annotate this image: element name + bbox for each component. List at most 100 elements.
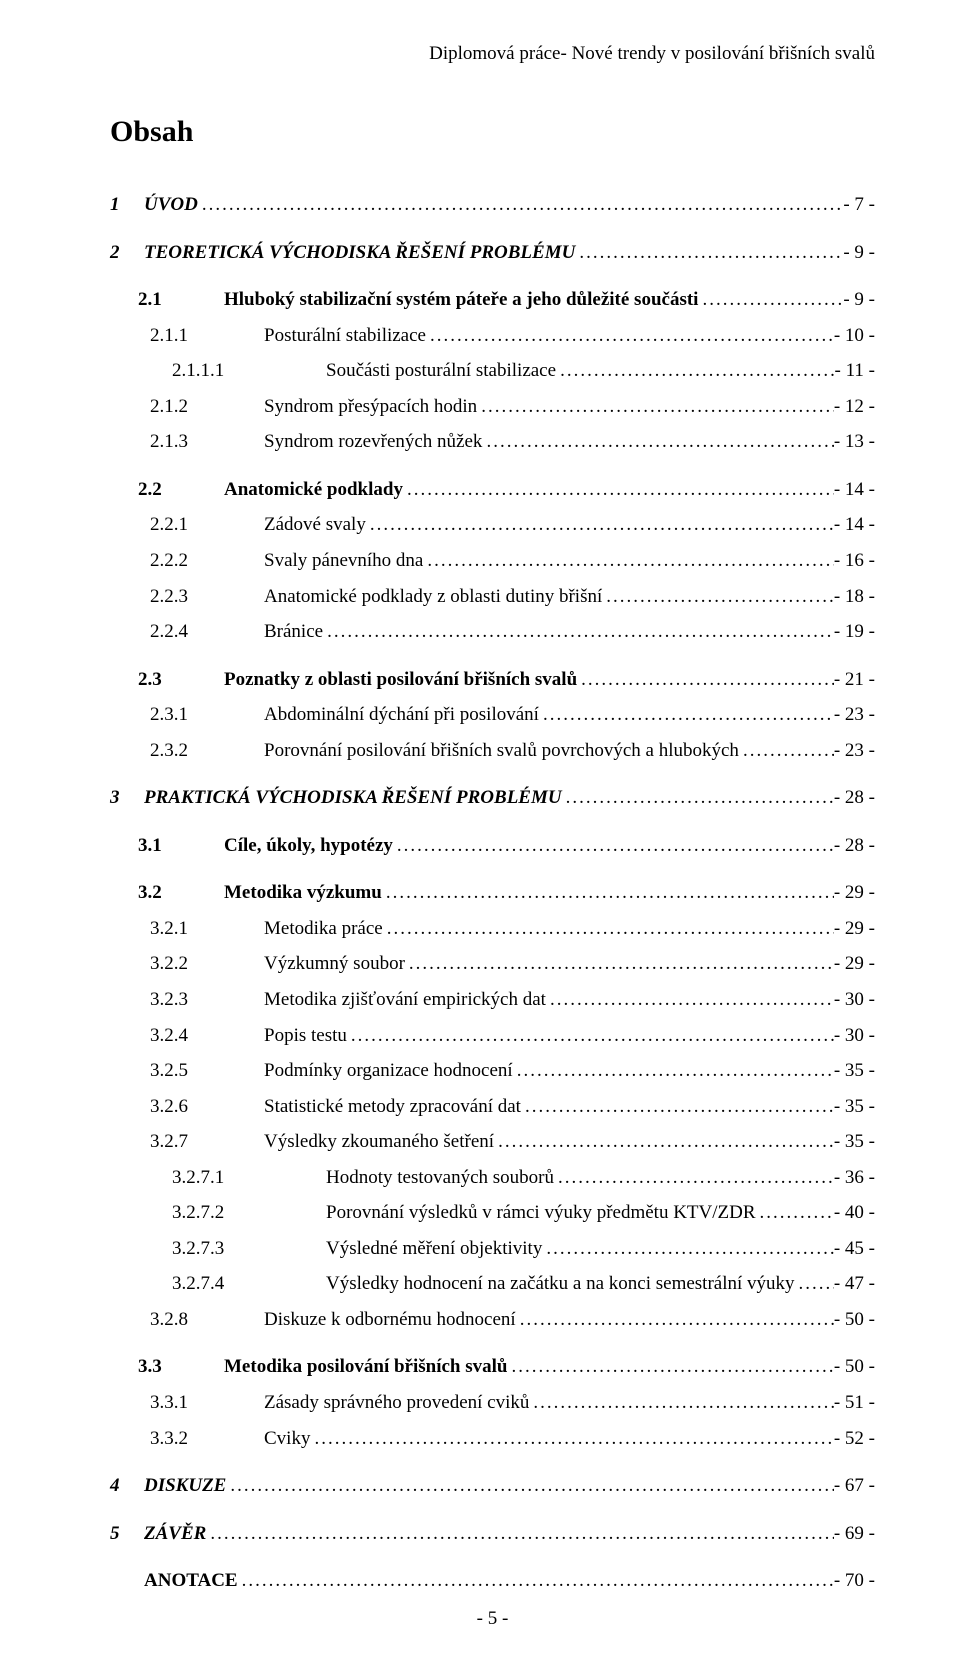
- toc-entry-label: Součásti posturální stabilizace: [326, 357, 556, 385]
- toc-entry-page: - 52 -: [834, 1425, 875, 1453]
- toc-entry-page: - 50 -: [834, 1353, 875, 1381]
- toc-entry-label: Anatomické podklady z oblasti dutiny bři…: [264, 583, 602, 611]
- toc-entry-number: 3.3.2: [110, 1425, 264, 1453]
- toc-entry-label: Popis testu: [264, 1022, 347, 1050]
- toc-entry: 2.2Anatomické podklady..................…: [110, 476, 875, 504]
- toc-entry-label: Svaly pánevního dna: [264, 547, 423, 575]
- toc-entry-label: Diskuze k odbornému hodnocení: [264, 1306, 516, 1334]
- toc-entry: 3.2.7Výsledky zkoumaného šetření........…: [110, 1128, 875, 1156]
- toc-entry-number: 3.2.5: [110, 1057, 264, 1085]
- toc-entry: 2TEORETICKÁ VÝCHODISKA ŘEŠENÍ PROBLÉMU..…: [110, 239, 875, 267]
- toc-leader-dots: ........................................…: [393, 832, 834, 860]
- toc-entry: 3.2.6Statistické metody zpracování dat..…: [110, 1093, 875, 1121]
- toc-entry: 3.2.2Výzkumný soubor....................…: [110, 950, 875, 978]
- toc-entry-page: - 11 -: [835, 357, 875, 385]
- toc-entry-label: Bránice: [264, 618, 323, 646]
- toc-entry: 3.2.7.4Výsledky hodnocení na začátku a n…: [110, 1270, 875, 1298]
- toc-leader-dots: ........................................…: [521, 1093, 834, 1121]
- toc-entry: 2.2.1Zádové svaly.......................…: [110, 511, 875, 539]
- toc-entry: 2.1.1Posturální stabilizace.............…: [110, 322, 875, 350]
- toc-entry-label: ZÁVĚR: [144, 1520, 206, 1548]
- toc-leader-dots: ........................................…: [513, 1057, 834, 1085]
- toc-entry-label: Porovnání výsledků v rámci výuky předmět…: [326, 1199, 756, 1227]
- toc-entry: 3.2.5Podmínky organizace hodnocení......…: [110, 1057, 875, 1085]
- toc-entry-page: - 69 -: [834, 1520, 875, 1548]
- toc-entry: 3.2.8Diskuze k odbornému hodnocení......…: [110, 1306, 875, 1334]
- toc-entry: 2.1.3Syndrom rozevřených nůžek..........…: [110, 428, 875, 456]
- toc-entry-number: 3: [110, 784, 144, 812]
- toc-leader-dots: ........................................…: [383, 915, 834, 943]
- toc-entry-number: 2.2.2: [110, 547, 264, 575]
- toc-entry-number: 2.1.1: [110, 322, 264, 350]
- toc-entry-page: - 12 -: [834, 393, 875, 421]
- toc-entry-label: Výsledky hodnocení na začátku a na konci…: [326, 1270, 795, 1298]
- toc-entry-page: - 50 -: [834, 1306, 875, 1334]
- toc-leader-dots: ........................................…: [494, 1128, 834, 1156]
- toc-entry-number: 2.3.2: [110, 737, 264, 765]
- toc-entry-number: 3.2.7: [110, 1128, 264, 1156]
- toc-entry: 3.1Cíle, úkoly, hypotézy................…: [110, 832, 875, 860]
- toc-entry-number: 2.2: [110, 476, 224, 504]
- toc-entry-number: 2.3.1: [110, 701, 264, 729]
- toc-leader-dots: ........................................…: [602, 583, 834, 611]
- toc-entry-page: - 9 -: [843, 239, 875, 267]
- toc-leader-dots: ........................................…: [529, 1389, 833, 1417]
- toc-entry-number: 3.2.2: [110, 950, 264, 978]
- toc-entry: 3.3.1Zásady správného provedení cviků...…: [110, 1389, 875, 1417]
- toc-entry: 2.2.2Svaly pánevního dna................…: [110, 547, 875, 575]
- toc-leader-dots: ........................................…: [198, 191, 844, 219]
- toc-entry: 3PRAKTICKÁ VÝCHODISKA ŘEŠENÍ PROBLÉMU...…: [110, 784, 875, 812]
- toc-entry-number: 2: [110, 239, 144, 267]
- toc-entry-page: - 23 -: [834, 701, 875, 729]
- toc-entry: 3.2.4Popis testu........................…: [110, 1022, 875, 1050]
- toc-entry-number: 2.3: [110, 666, 224, 694]
- toc-leader-dots: ........................................…: [366, 511, 834, 539]
- toc-entry-number: 3.2.1: [110, 915, 264, 943]
- toc-entry-number: 2.2.3: [110, 583, 264, 611]
- toc-entry-page: - 21 -: [834, 666, 875, 694]
- toc-entry-page: - 35 -: [834, 1128, 875, 1156]
- toc-entry: 2.1.2Syndrom přesýpacích hodin..........…: [110, 393, 875, 421]
- toc-leader-dots: ........................................…: [403, 476, 834, 504]
- toc-entry: 1ÚVOD...................................…: [110, 191, 875, 219]
- page-title: Obsah: [110, 110, 875, 154]
- toc-entry: 3.2.3Metodika zjišťování empirických dat…: [110, 986, 875, 1014]
- toc-entry-label: Metodika práce: [264, 915, 383, 943]
- toc-entry-page: - 51 -: [834, 1389, 875, 1417]
- toc-entry-number: 3.2.8: [110, 1306, 264, 1334]
- toc-entry-page: - 18 -: [834, 583, 875, 611]
- toc-leader-dots: ........................................…: [546, 986, 834, 1014]
- toc-entry-page: - 35 -: [834, 1057, 875, 1085]
- toc-entry-page: - 30 -: [834, 986, 875, 1014]
- toc-leader-dots: ........................................…: [423, 547, 833, 575]
- toc-entry-page: - 28 -: [834, 832, 875, 860]
- toc-entry-label: Metodika zjišťování empirických dat: [264, 986, 546, 1014]
- toc-entry-label: Syndrom rozevřených nůžek: [264, 428, 482, 456]
- toc-entry-page: - 13 -: [834, 428, 875, 456]
- toc-leader-dots: ........................................…: [556, 357, 834, 385]
- toc-entry: 3.2.7.1Hodnoty testovaných souborů......…: [110, 1164, 875, 1192]
- toc-entry-label: Výsledky zkoumaného šetření: [264, 1128, 494, 1156]
- toc-entry-page: - 36 -: [834, 1164, 875, 1192]
- toc-entry-label: Posturální stabilizace: [264, 322, 426, 350]
- toc-entry-label: PRAKTICKÁ VÝCHODISKA ŘEŠENÍ PROBLÉMU: [144, 784, 562, 812]
- toc-entry-number: 3.2.7.2: [110, 1199, 326, 1227]
- toc-entry-page: - 23 -: [834, 737, 875, 765]
- toc-leader-dots: ........................................…: [477, 393, 834, 421]
- toc-entry-page: - 19 -: [834, 618, 875, 646]
- toc-entry-page: - 29 -: [834, 879, 875, 907]
- toc-entry-number: 3.2.7.1: [110, 1164, 326, 1192]
- toc-entry-number: 2.1: [110, 286, 224, 314]
- toc-leader-dots: ........................................…: [577, 666, 834, 694]
- toc-leader-dots: ........................................…: [323, 618, 834, 646]
- toc-entry-label: Hluboký stabilizační systém páteře a jeh…: [224, 286, 698, 314]
- toc-entry-number: 3.2.6: [110, 1093, 264, 1121]
- toc-leader-dots: ........................................…: [539, 701, 834, 729]
- toc-entry-label: Zásady správného provedení cviků: [264, 1389, 529, 1417]
- toc-leader-dots: ........................................…: [405, 950, 834, 978]
- toc-leader-dots: ........................................…: [698, 286, 843, 314]
- toc-entry: 3.3Metodika posilování břišních svalů...…: [110, 1353, 875, 1381]
- toc-leader-dots: ........................................…: [310, 1425, 833, 1453]
- toc-entry-number: 3.2.3: [110, 986, 264, 1014]
- toc-entry: 4DISKUZE................................…: [110, 1472, 875, 1500]
